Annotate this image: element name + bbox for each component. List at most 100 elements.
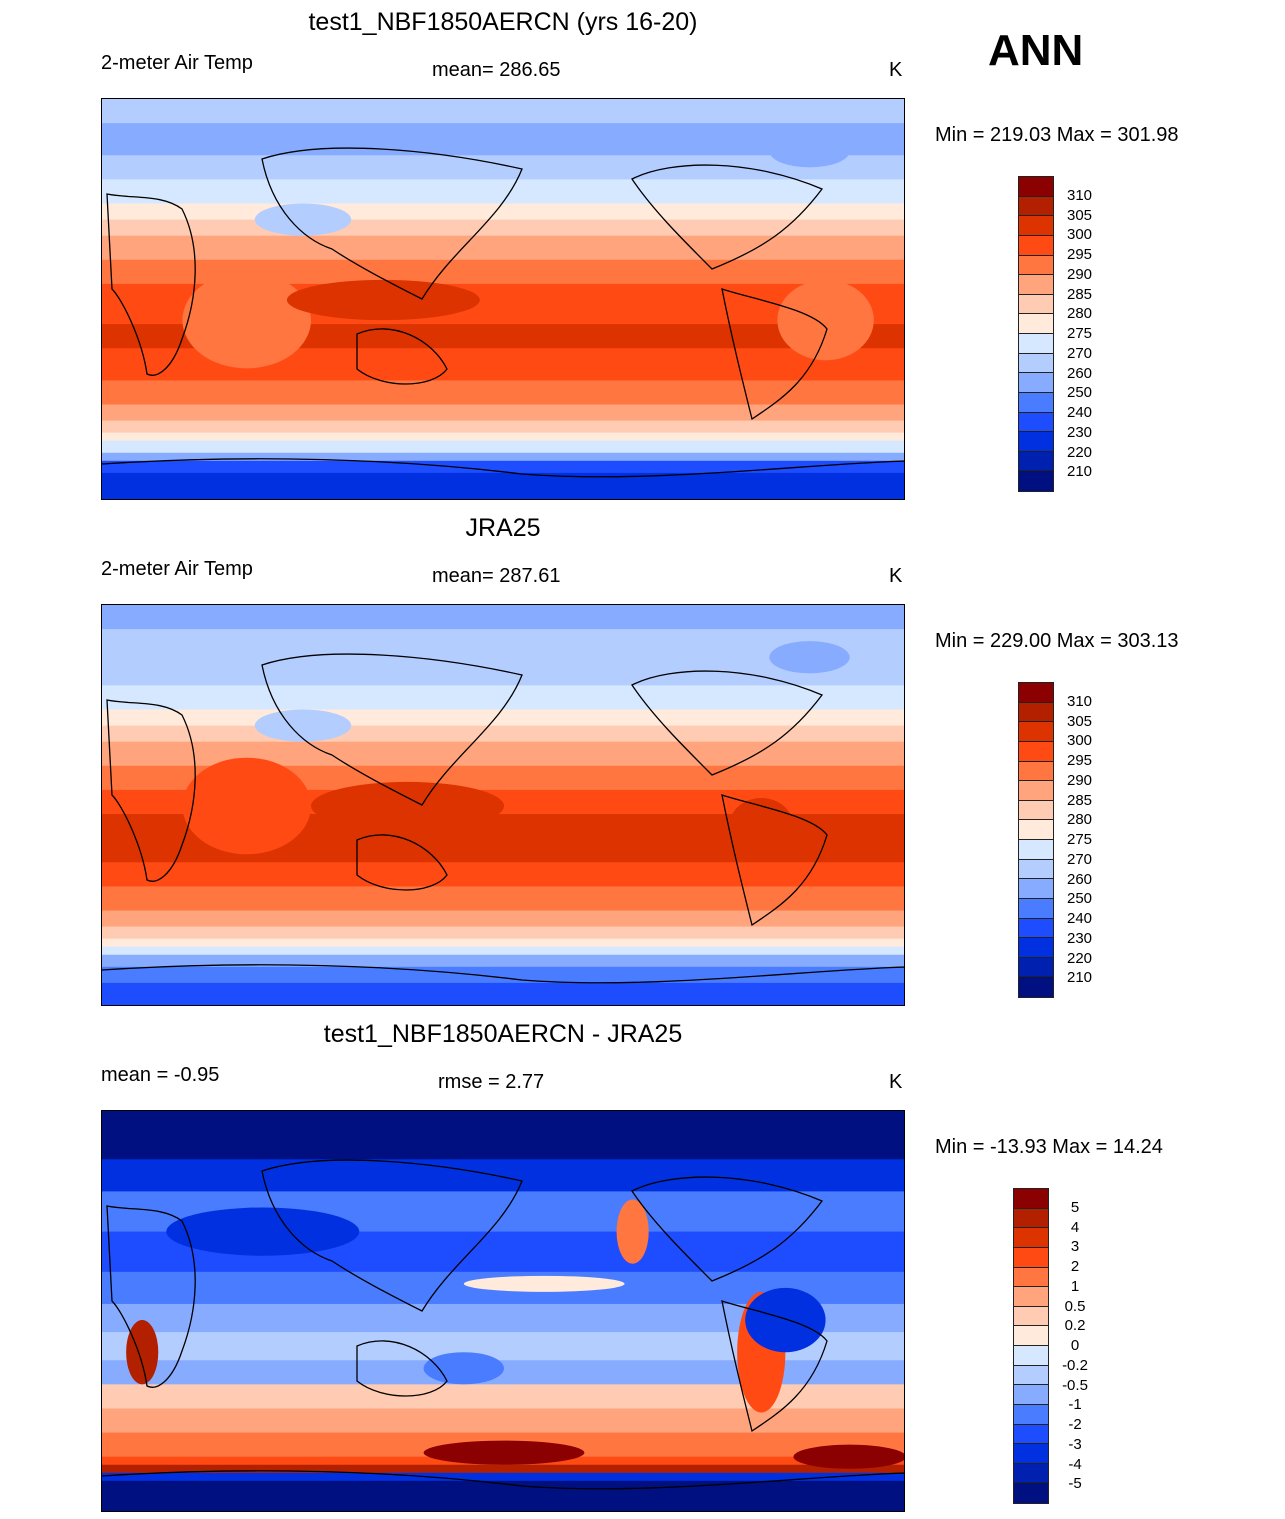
coastline [102,458,904,478]
colorbar-swatch [1014,1385,1048,1405]
colorbar-swatch [1014,1483,1048,1503]
colorbar-swatch [1014,1228,1048,1248]
colorbar-swatch [1019,451,1053,472]
colorbar-swatch [1014,1424,1048,1445]
contour-band [102,404,904,422]
colorbar-label: 280 [1067,305,1093,323]
colorbar-swatch [1019,840,1053,860]
colorbar-swatch [1019,177,1053,197]
colorbar-swatch [1019,781,1053,801]
colorbar-label: 285 [1067,791,1093,809]
contour-band [102,926,904,940]
colorbar-label: -5 [1068,1475,1082,1493]
colorbar-label: -1 [1068,1396,1082,1414]
contour-map [101,98,905,500]
colorbar-label: 210 [1067,969,1093,987]
contour-region [769,641,850,674]
colorbar-label: 300 [1067,732,1093,750]
colorbar-label: -0.5 [1062,1376,1088,1394]
panel-left-label: 2-meter Air Temp [101,52,253,74]
minmax-label: Min = -13.93 Max = 14.24 [935,1136,1163,1158]
colorbar-label: 240 [1067,404,1093,421]
contour-region [126,1320,159,1385]
coastline [106,193,196,376]
colorbar-swatch [1019,683,1053,703]
coastline [721,288,828,421]
panel-center-label: rmse = 2.77 [438,1071,545,1093]
colorbar-label: -0.2 [1062,1356,1088,1374]
contour-band [102,1384,904,1410]
colorbar-label: 210 [1067,463,1093,481]
contour-region [182,757,312,855]
colorbar-label: 290 [1067,265,1093,283]
colorbar-swatch [1014,1365,1048,1386]
colorbar-label: 290 [1067,771,1093,789]
colorbar-swatch [1019,957,1053,978]
contour-region [182,271,312,369]
contour-band [102,954,904,968]
contour-region [729,797,794,855]
colorbar-label: 0.5 [1064,1297,1086,1315]
colorbar-label: 1 [1070,1277,1080,1295]
contour-region [254,203,352,236]
colorbar-label: 0 [1070,1337,1080,1354]
colorbar-swatch [1019,353,1053,374]
contour-band [102,886,904,912]
colorbar-label: 275 [1067,831,1093,848]
colorbar-label: 260 [1067,870,1093,888]
colorbar-swatch [1014,1189,1048,1209]
contour-band [102,862,904,888]
colorbar-swatch [1019,898,1053,919]
contour-band [102,938,904,948]
contour-band [102,432,904,442]
colorbar [1018,176,1054,492]
colorbar [1013,1188,1049,1504]
colorbar-label: 310 [1067,186,1093,204]
colorbar-label: 2 [1070,1258,1080,1275]
contour-band [102,452,904,462]
coastline [106,1205,196,1388]
colorbar-swatch [1019,314,1053,334]
colorbar-swatch [1019,800,1053,821]
colorbar-swatch [1014,1208,1048,1229]
colorbar-swatch [1014,1287,1048,1307]
units-label: K [889,1071,903,1093]
colorbar-swatch [1019,859,1053,880]
colorbar-swatch [1019,471,1053,491]
contour-band [102,420,904,434]
colorbar-label: 220 [1067,949,1093,967]
colorbar-swatch [1019,373,1053,393]
contour-band [102,685,904,711]
colorbar-swatch [1019,761,1053,782]
contour-band [102,1472,904,1482]
colorbar-swatch [1014,1326,1048,1346]
colorbar-label: 310 [1067,692,1093,710]
coastline [631,164,824,270]
colorbar-label: 0.2 [1064,1317,1086,1335]
panel-left-label: 2-meter Air Temp [101,558,253,580]
contour-region [311,781,504,831]
coastline [102,964,904,984]
colorbar-swatch [1019,820,1053,840]
colorbar-swatch [1019,412,1053,433]
contour-region [463,1275,625,1292]
coastline [721,794,828,927]
contour-region [616,1199,649,1264]
contour-band [102,1408,904,1434]
panel-title: test1_NBF1850AERCN - JRA25 [323,1020,683,1048]
colorbar-label: 4 [1070,1218,1080,1236]
panel-left-label: mean = -0.95 [101,1064,220,1086]
colorbar-label: -3 [1068,1435,1082,1453]
colorbar-swatch [1014,1346,1048,1366]
contour-band [102,1111,904,1161]
colorbar-swatch [1019,196,1053,217]
colorbar-label: 250 [1067,890,1093,908]
colorbar-swatch [1019,702,1053,723]
colorbar-swatch [1014,1306,1048,1327]
contour-band [102,966,904,984]
colorbar-swatch [1019,216,1053,236]
coastline [261,147,523,300]
contour-band [102,380,904,406]
colorbar-swatch [1019,977,1053,997]
colorbar-swatch [1014,1444,1048,1464]
